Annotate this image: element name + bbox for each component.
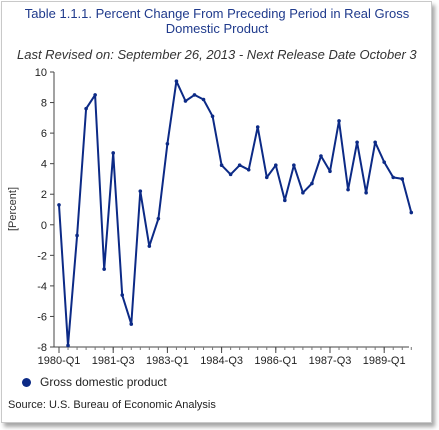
legend-marker — [22, 377, 31, 387]
x-tick-label: 1986-Q1 — [254, 355, 297, 367]
y-tick-label: -2 — [37, 250, 47, 262]
y-tick-label: -4 — [37, 281, 47, 293]
x-tick-label: 1987-Q3 — [309, 355, 352, 367]
data-point — [273, 163, 278, 167]
data-point — [138, 189, 143, 193]
data-point — [319, 154, 323, 158]
data-point — [400, 177, 405, 181]
data-point — [192, 93, 197, 97]
data-point — [156, 216, 161, 221]
data-point — [129, 322, 134, 326]
data-point — [102, 267, 106, 271]
data-point — [382, 160, 386, 164]
y-ticks: 10 8 6 4 2 0 -2 -4 -6 -8 — [35, 67, 54, 354]
plot-area — [57, 79, 414, 348]
chart-title: Table 1.1.1. Percent Change From Precedi… — [24, 6, 410, 36]
data-point — [84, 106, 88, 111]
data-point — [237, 163, 242, 167]
x-tick-label: 1983-Q1 — [146, 355, 189, 367]
data-point — [210, 114, 215, 119]
series-line — [58, 80, 413, 347]
data-point — [120, 293, 125, 297]
chart-frame: Table 1.1.1. Percent Change From Precedi… — [1, 1, 432, 423]
data-point — [66, 343, 70, 348]
data-point — [111, 151, 115, 155]
data-point — [328, 169, 332, 174]
y-tick-label: 10 — [35, 67, 47, 79]
x-tick-label: 1981-Q3 — [92, 355, 135, 367]
data-point — [364, 190, 368, 195]
data-point — [264, 175, 269, 180]
chart-axes — [53, 72, 409, 348]
data-point — [391, 175, 396, 180]
y-tick-label: 6 — [41, 128, 47, 140]
data-point — [228, 172, 233, 177]
y-tick-label: 0 — [41, 220, 47, 232]
chart-subtitle: Last Revised on: September 26, 2013 - Ne… — [17, 47, 417, 62]
data-point — [337, 119, 341, 123]
data-point — [409, 210, 414, 215]
data-point — [183, 99, 188, 103]
data-point — [219, 163, 224, 167]
data-point — [292, 163, 296, 167]
x-ticks: 1980-Q1 1981-Q3 1983-Q1 1984-Q3 1986-Q1 1987-… — [38, 347, 412, 367]
data-point — [147, 244, 152, 248]
x-tick-label: 1984-Q3 — [200, 355, 243, 367]
x-tick-label: 1980-Q1 — [38, 355, 81, 367]
legend: Gross domestic product — [22, 375, 167, 389]
data-point — [57, 203, 61, 207]
source-note: Source: U.S. Bureau of Economic Analysis — [8, 399, 216, 411]
data-point — [373, 140, 377, 145]
data-point — [246, 167, 251, 172]
data-point — [346, 187, 350, 192]
y-tick-label: 2 — [41, 189, 47, 201]
data-point — [283, 198, 287, 203]
data-point — [93, 93, 97, 97]
y-tick-label: -6 — [37, 311, 47, 323]
x-tick-label: 1989-Q1 — [363, 355, 406, 367]
legend-label: Gross domestic product — [40, 375, 167, 389]
data-point — [201, 97, 206, 102]
data-point — [310, 181, 314, 186]
y-axis-label: [Percent] — [7, 187, 19, 231]
data-point — [174, 79, 179, 83]
data-point — [355, 140, 359, 145]
y-tick-label: 8 — [41, 98, 47, 110]
y-tick-label: -8 — [37, 342, 47, 354]
data-point — [301, 190, 305, 195]
data-point — [165, 142, 170, 146]
y-tick-label: 4 — [41, 159, 47, 171]
data-point — [75, 233, 79, 238]
data-point — [255, 125, 260, 129]
